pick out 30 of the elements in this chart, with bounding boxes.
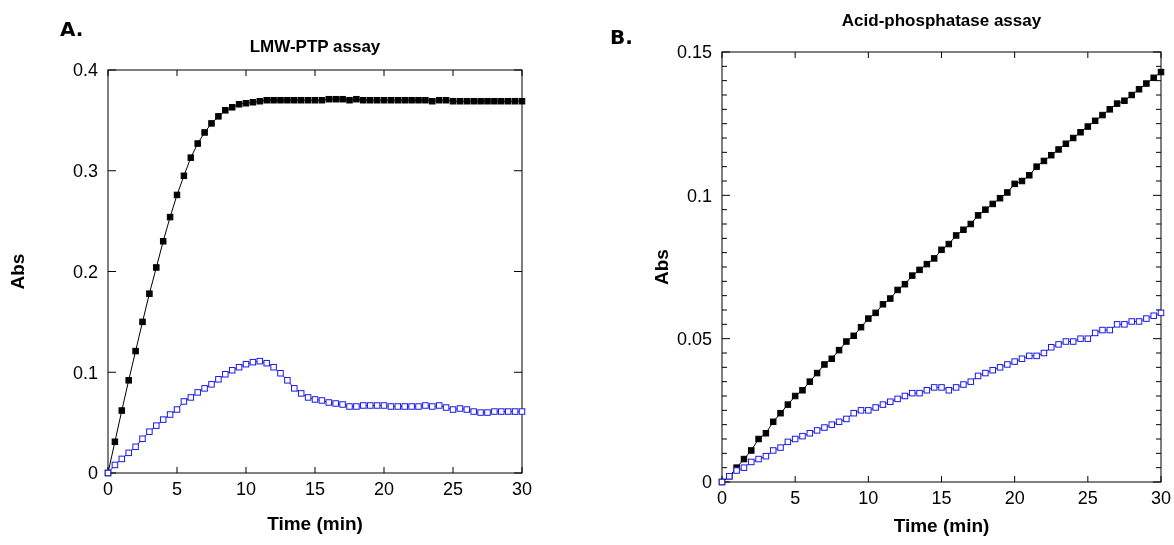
x-tick-label: 10	[858, 488, 879, 508]
x-tick-label: 25	[1077, 488, 1098, 508]
x-tick-label: 30	[1150, 488, 1172, 508]
chart-title: Acid-phosphatase assay	[841, 11, 1042, 30]
y-tick-label: 0.1	[72, 362, 98, 383]
x-axis-title: Time (min)	[267, 513, 363, 534]
x-tick-label: 15	[931, 488, 952, 508]
x-tick-label: 15	[304, 479, 326, 499]
x-tick-label: 0	[102, 479, 114, 499]
y-tick-label: 0.15	[676, 42, 712, 63]
y-tick-label: 0	[87, 463, 98, 484]
y-tick-label: 0.4	[72, 60, 98, 81]
text: B.	[610, 25, 633, 49]
y-axis-title: Abs	[651, 249, 672, 285]
chart-title: LMW-PTP assay	[249, 37, 381, 56]
x-tick-label: 30	[511, 479, 533, 499]
x-tick-label: 5	[790, 488, 801, 508]
x-tick-label: 25	[442, 479, 464, 499]
y-tick-label: 0.1	[686, 185, 712, 206]
x-tick-label: 0	[716, 488, 728, 508]
text: A.	[60, 17, 84, 41]
y-tick-label: 0.2	[72, 261, 98, 282]
x-tick-label: 20	[1004, 488, 1025, 508]
y-tick-label: 0.05	[676, 328, 712, 349]
x-tick-label: 20	[373, 479, 395, 499]
y-tick-label: 0.3	[72, 161, 98, 182]
x-tick-label: 10	[235, 479, 257, 499]
x-tick-label: 5	[171, 479, 183, 499]
y-axis-title: Abs	[7, 253, 28, 290]
x-axis-title: Time (min)	[893, 515, 990, 536]
